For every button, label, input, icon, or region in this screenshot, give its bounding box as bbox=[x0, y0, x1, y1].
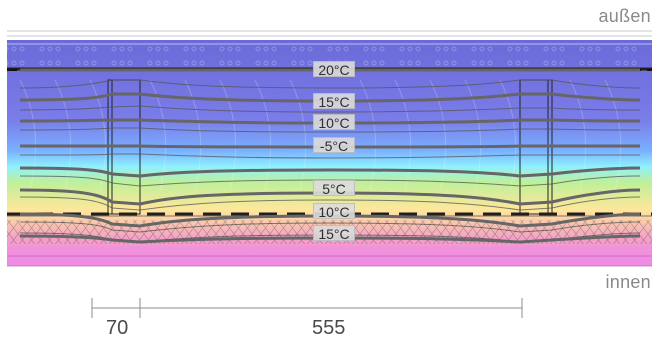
isotherm-label-5: 5°C bbox=[313, 180, 355, 197]
dimension-lines bbox=[91, 298, 523, 318]
dimension-label-70: 70 bbox=[106, 317, 129, 338]
label-inside: innen bbox=[605, 272, 651, 292]
insulation-fiber-texture bbox=[19, 79, 622, 191]
isotherm-label-15-upper: 15°C bbox=[313, 93, 355, 110]
isotherm-label-10-upper: 10°C bbox=[313, 114, 355, 131]
isotherm-label-20: 20°C bbox=[313, 61, 355, 78]
label-outside: außen bbox=[598, 6, 651, 26]
isotherm-label-10-lower: 10°C bbox=[313, 203, 355, 220]
isotherm-label-15-lower: 15°C bbox=[313, 225, 355, 242]
dimension-label-555: 555 bbox=[312, 317, 346, 338]
isotherm-label-minus5: -5°C bbox=[313, 137, 355, 154]
